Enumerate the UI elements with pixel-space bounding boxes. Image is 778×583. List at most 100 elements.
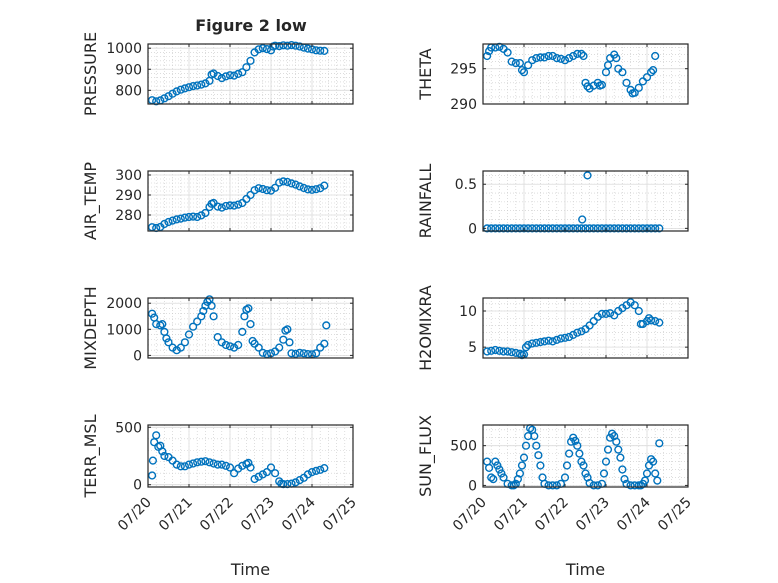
data-point xyxy=(532,338,541,347)
series-pressure xyxy=(148,40,329,106)
data-point xyxy=(258,470,267,479)
data-point xyxy=(601,309,611,319)
data-point xyxy=(581,469,590,478)
y-axis-label: THETA xyxy=(416,48,435,100)
data-point xyxy=(209,459,218,468)
data-point xyxy=(180,462,190,471)
data-point xyxy=(312,46,321,55)
data-point xyxy=(493,461,502,470)
data-point xyxy=(230,71,239,80)
data-point xyxy=(589,481,598,490)
data-point xyxy=(638,224,648,233)
data-point xyxy=(193,317,202,326)
data-point xyxy=(509,481,518,490)
data-point xyxy=(199,306,208,316)
data-point xyxy=(295,42,304,51)
data-point xyxy=(176,214,185,223)
data-point xyxy=(291,349,300,358)
data-point xyxy=(193,458,202,467)
data-point xyxy=(544,336,553,345)
data-point xyxy=(160,451,169,461)
data-point xyxy=(495,224,504,233)
data-point xyxy=(258,184,267,194)
data-point xyxy=(152,320,161,329)
data-point xyxy=(536,53,545,62)
data-point xyxy=(234,69,243,79)
y-tick-label: 0.5 xyxy=(455,177,477,193)
y-tick-label: 290 xyxy=(450,97,477,113)
subplot-h2omixra: 5 10 H2OMIXRA xyxy=(416,285,689,371)
data-point xyxy=(246,190,255,200)
subplot-air_temp: 280 290 300 AIR_TEMP xyxy=(81,162,354,240)
data-point xyxy=(491,345,500,355)
data-point xyxy=(197,80,206,89)
data-point xyxy=(571,436,580,446)
data-point xyxy=(299,183,308,193)
data-point xyxy=(172,460,181,469)
data-point xyxy=(597,80,607,90)
data-point xyxy=(234,200,243,209)
data-point xyxy=(579,461,588,470)
data-point xyxy=(201,208,210,218)
data-point xyxy=(158,447,167,456)
data-point xyxy=(250,186,259,195)
data-point xyxy=(564,332,574,342)
data-point xyxy=(176,462,185,471)
data-point xyxy=(217,203,226,212)
data-point xyxy=(189,81,198,91)
data-point xyxy=(548,481,557,490)
data-point xyxy=(254,45,263,54)
data-point xyxy=(626,481,635,490)
data-point xyxy=(507,57,516,66)
data-point xyxy=(620,475,629,484)
plot-area xyxy=(148,171,353,231)
data-point xyxy=(209,69,218,78)
data-point xyxy=(193,81,202,90)
data-point xyxy=(552,224,561,233)
data-point xyxy=(303,185,313,194)
y-tick-label: 900 xyxy=(115,62,142,78)
data-point xyxy=(184,460,194,469)
data-point xyxy=(201,457,210,466)
data-point xyxy=(176,343,185,352)
data-point xyxy=(521,441,531,450)
figure-title: Figure 2 low xyxy=(195,16,307,35)
data-point xyxy=(585,224,594,233)
data-point xyxy=(205,458,214,467)
axes-box xyxy=(147,170,354,232)
data-point xyxy=(642,224,652,233)
data-point xyxy=(640,476,650,485)
data-point xyxy=(307,185,317,194)
y-axis-label: H2OMIXRA xyxy=(416,285,435,371)
data-point xyxy=(577,457,586,466)
data-point xyxy=(491,224,500,233)
data-point xyxy=(646,455,656,464)
data-point xyxy=(634,83,643,92)
data-point xyxy=(316,184,325,193)
subplot-theta: 290 295 THETA xyxy=(416,42,689,113)
data-point xyxy=(172,346,181,355)
data-point xyxy=(616,453,625,462)
data-point xyxy=(254,472,263,481)
data-point xyxy=(577,224,586,233)
y-tick-label: 800 xyxy=(115,83,142,99)
data-point xyxy=(634,224,643,233)
data-point xyxy=(578,215,587,224)
data-point xyxy=(225,463,235,472)
data-point xyxy=(225,201,235,210)
axes-box xyxy=(482,43,689,105)
data-point xyxy=(605,433,615,442)
series-h2omixra xyxy=(483,298,664,360)
data-point xyxy=(655,224,664,233)
data-point xyxy=(246,320,255,329)
data-point xyxy=(560,56,570,65)
data-point xyxy=(564,449,574,458)
data-point xyxy=(312,185,321,194)
data-point xyxy=(519,224,529,233)
data-point xyxy=(540,337,549,346)
data-point xyxy=(164,92,173,101)
data-point xyxy=(254,343,263,352)
data-point xyxy=(238,68,247,77)
data-point xyxy=(221,201,231,211)
data-point xyxy=(320,46,329,56)
